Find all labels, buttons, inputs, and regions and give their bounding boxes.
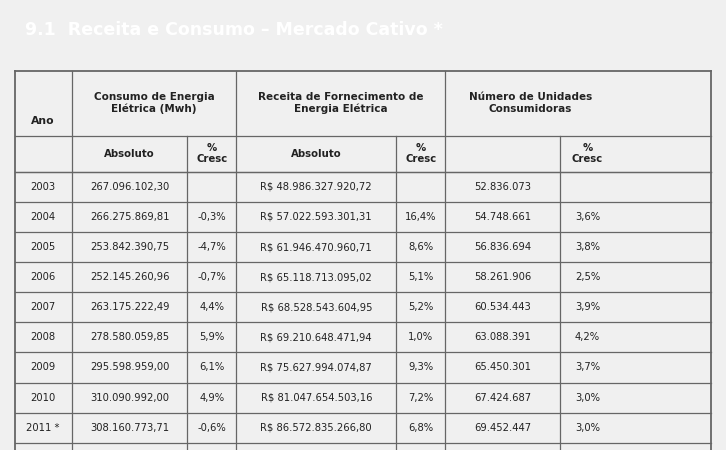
Text: 9,3%: 9,3% [408,363,433,373]
Text: 2008: 2008 [30,333,56,342]
Text: -4,7%: -4,7% [197,242,226,252]
Text: 52.836.073: 52.836.073 [474,182,531,192]
Text: R$ 69.210.648.471,94: R$ 69.210.648.471,94 [261,333,372,342]
Text: 267.096.102,30: 267.096.102,30 [90,182,169,192]
Text: 1,0%: 1,0% [408,333,433,342]
Text: R$ 68.528.543.604,95: R$ 68.528.543.604,95 [261,302,372,312]
Text: 2004: 2004 [30,212,56,222]
Text: 310.090.992,00: 310.090.992,00 [90,392,169,403]
Text: 266.275.869,81: 266.275.869,81 [90,212,169,222]
Text: 8,6%: 8,6% [408,242,433,252]
Text: %
Cresc: % Cresc [405,143,436,164]
Text: 4,4%: 4,4% [199,302,224,312]
Text: 3,0%: 3,0% [575,392,600,403]
Text: 2010: 2010 [30,392,56,403]
Text: R$ 61.946.470.960,71: R$ 61.946.470.960,71 [261,242,372,252]
Text: R$ 57.022.593.301,31: R$ 57.022.593.301,31 [261,212,372,222]
Text: Absoluto: Absoluto [105,148,155,159]
Text: -0,3%: -0,3% [197,212,226,222]
Text: 58.261.906: 58.261.906 [474,272,531,282]
Text: 2007: 2007 [30,302,56,312]
Text: 69.452.447: 69.452.447 [474,423,531,433]
Text: 2003: 2003 [30,182,56,192]
Text: 56.836.694: 56.836.694 [474,242,531,252]
Text: 2011 *: 2011 * [26,423,60,433]
Text: -0,6%: -0,6% [197,423,226,433]
Text: 252.145.260,96: 252.145.260,96 [90,272,169,282]
Text: 6,8%: 6,8% [408,423,433,433]
Text: 67.424.687: 67.424.687 [474,392,531,403]
Text: R$ 48.986.327.920,72: R$ 48.986.327.920,72 [261,182,372,192]
Text: 3,7%: 3,7% [575,363,600,373]
Text: 4,9%: 4,9% [199,392,224,403]
Text: Número de Unidades
Consumidoras: Número de Unidades Consumidoras [469,92,592,114]
Text: 2005: 2005 [30,242,56,252]
Text: 65.450.301: 65.450.301 [474,363,531,373]
Text: 2,5%: 2,5% [575,272,600,282]
Text: 253.842.390,75: 253.842.390,75 [90,242,169,252]
Text: 9.1  Receita e Consumo – Mercado Cativo *: 9.1 Receita e Consumo – Mercado Cativo * [25,21,444,39]
Text: 54.748.661: 54.748.661 [474,212,531,222]
Text: Ano: Ano [31,116,55,126]
Text: Absoluto: Absoluto [291,148,342,159]
Text: 308.160.773,71: 308.160.773,71 [90,423,169,433]
Text: 278.580.059,85: 278.580.059,85 [90,333,169,342]
Text: 4,2%: 4,2% [575,333,600,342]
Text: Consumo de Energia
Elétrica (Mwh): Consumo de Energia Elétrica (Mwh) [94,92,214,114]
Text: 16,4%: 16,4% [405,212,436,222]
Text: 7,2%: 7,2% [408,392,433,403]
Text: 6,1%: 6,1% [199,363,224,373]
Text: -0,7%: -0,7% [197,272,226,282]
Text: 3,9%: 3,9% [575,302,600,312]
Text: 5,1%: 5,1% [408,272,433,282]
Text: %
Cresc: % Cresc [572,143,603,164]
Text: 3,6%: 3,6% [575,212,600,222]
Text: 5,2%: 5,2% [408,302,433,312]
Text: Receita de Fornecimento de
Energia Elétrica: Receita de Fornecimento de Energia Elétr… [258,92,423,114]
Text: 2009: 2009 [30,363,56,373]
Text: 295.598.959,00: 295.598.959,00 [90,363,169,373]
Text: R$ 86.572.835.266,80: R$ 86.572.835.266,80 [261,423,372,433]
Text: 3,0%: 3,0% [575,423,600,433]
Text: 263.175.222,49: 263.175.222,49 [90,302,169,312]
Text: 3,8%: 3,8% [575,242,600,252]
Text: 5,9%: 5,9% [199,333,224,342]
Text: R$ 75.627.994.074,87: R$ 75.627.994.074,87 [261,363,372,373]
Text: R$ 65.118.713.095,02: R$ 65.118.713.095,02 [261,272,372,282]
Text: 2006: 2006 [30,272,56,282]
Text: 60.534.443: 60.534.443 [474,302,531,312]
Text: 63.088.391: 63.088.391 [474,333,531,342]
Text: %
Cresc: % Cresc [196,143,227,164]
Text: R$ 81.047.654.503,16: R$ 81.047.654.503,16 [261,392,372,403]
